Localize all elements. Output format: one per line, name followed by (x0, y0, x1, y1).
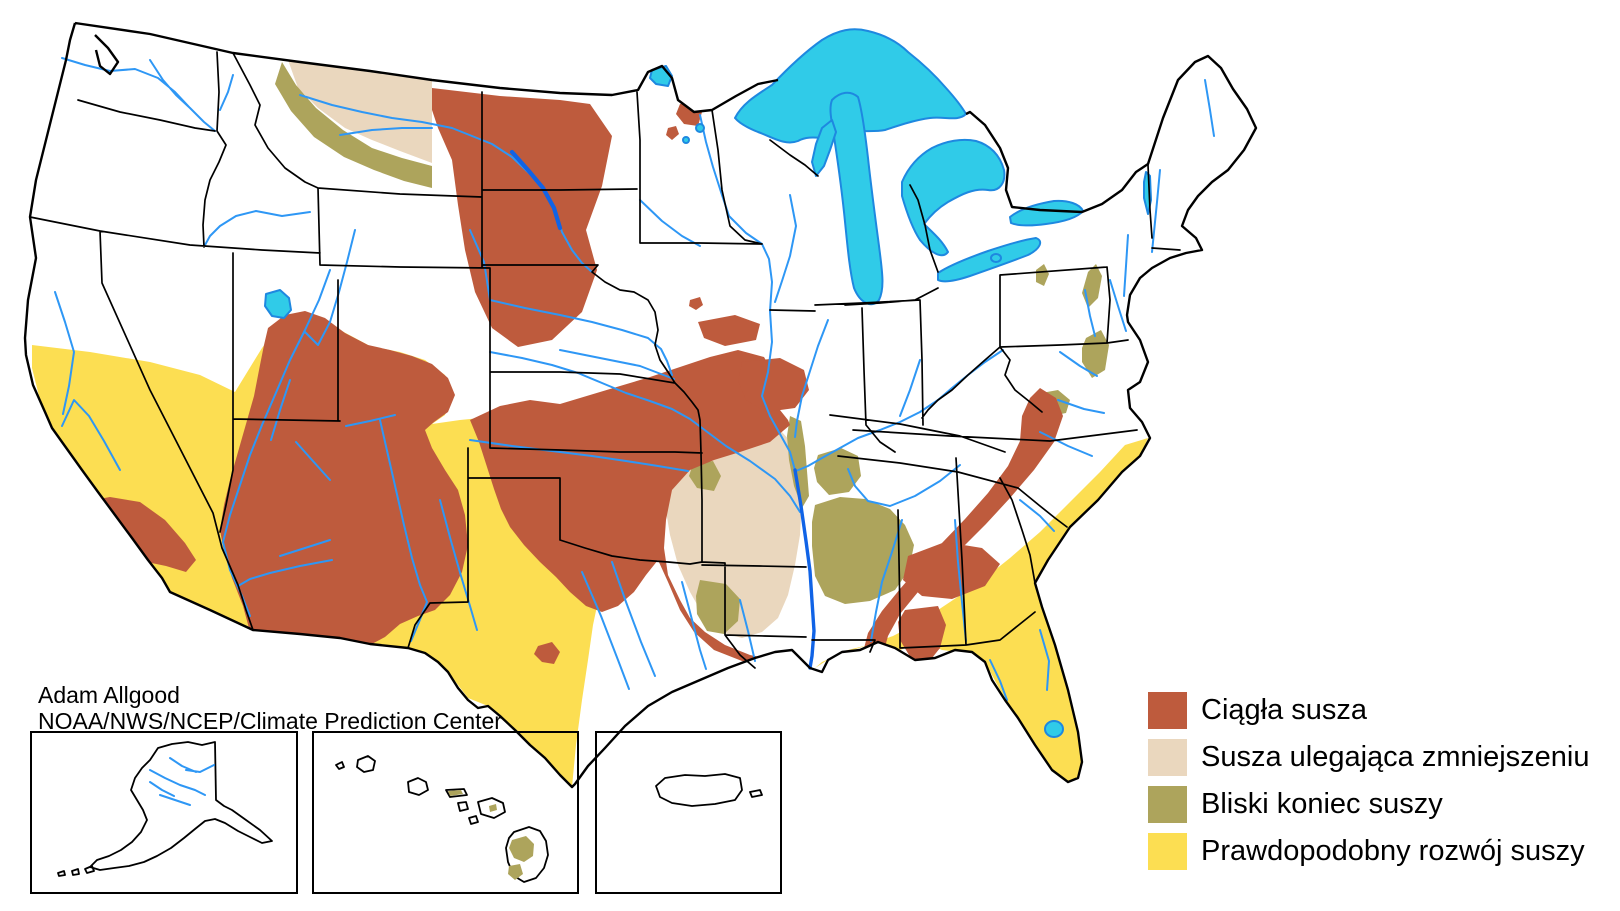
hawaii-drought-near-end (448, 790, 534, 880)
lake-st-clair (990, 253, 1002, 263)
lake-okeechobee (1044, 720, 1064, 738)
attribution-agency: NOAA/NWS/NCEP/Climate Prediction Center (38, 708, 502, 734)
inset-puerto-rico (595, 731, 782, 894)
legend-label: Ciągła susza (1201, 694, 1368, 726)
legend-swatch-continuing-drought (1148, 692, 1187, 729)
attribution: Adam Allgood NOAA/NWS/NCEP/Climate Predi… (38, 682, 502, 734)
legend-swatch-drought-easing (1148, 739, 1187, 776)
drought-region-developing-southeast (815, 438, 1148, 782)
drought-region-continuing-southeast-band (862, 388, 1063, 672)
state-borders (29, 51, 1181, 669)
legend-label: Prawdopodobny rozwój suszy (1201, 835, 1585, 867)
lake-superior (734, 28, 967, 144)
inset-alaska (30, 731, 298, 894)
river-missouri-reservoirs (509, 149, 563, 231)
legend-item-drought-near-end: Bliski koniec suszy (1148, 786, 1590, 823)
drought-region-continuing-fourcorners (220, 311, 468, 646)
alaska-box (30, 731, 298, 894)
legend-label: Bliski koniec suszy (1201, 788, 1443, 820)
legend-item-drought-developing: Prawdopodobny rozwój suszy (1148, 833, 1590, 870)
green-bay (811, 119, 837, 177)
great-salt-lake (264, 289, 292, 319)
lake-huron (901, 138, 1006, 257)
great-lakes (264, 28, 1152, 738)
puerto-rico-outline (655, 773, 763, 807)
puerto-rico-box (595, 731, 782, 894)
lake-erie (937, 237, 1042, 283)
hawaii-box (312, 731, 579, 894)
inset-hawaii (312, 731, 579, 894)
legend-item-drought-easing: Susza ulegająca zmniejszeniu (1148, 739, 1590, 776)
conus-outline (23, 21, 1258, 789)
drought-regions-near-end (275, 62, 1109, 634)
rivers (54, 57, 1215, 701)
lake-michigan (829, 91, 884, 306)
legend-swatch-drought-near-end (1148, 786, 1187, 823)
lake-ontario (1009, 199, 1084, 227)
drought-regions (32, 58, 1148, 787)
river-lower-mississippi (793, 468, 816, 670)
attribution-author: Adam Allgood (38, 682, 180, 708)
legend-item-continuing-drought: Ciągła susza (1148, 692, 1590, 729)
legend: Ciągła susza Susza ulegająca zmniejszeni… (1148, 692, 1590, 880)
drought-region-continuing-dakotas (432, 88, 612, 347)
drought-region-continuing-southern-plains (470, 350, 814, 674)
alaska-outline (57, 741, 273, 877)
hawaii-islands (335, 755, 549, 883)
legend-label: Susza ulegająca zmniejszeniu (1201, 741, 1590, 773)
legend-swatch-drought-developing (1148, 833, 1187, 870)
